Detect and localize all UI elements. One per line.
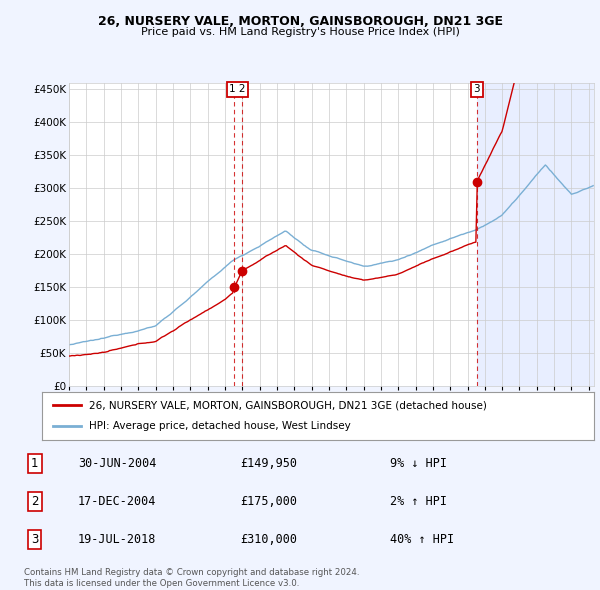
Text: Price paid vs. HM Land Registry's House Price Index (HPI): Price paid vs. HM Land Registry's House …: [140, 27, 460, 37]
Text: 30-JUN-2004: 30-JUN-2004: [78, 457, 157, 470]
Text: 17-DEC-2004: 17-DEC-2004: [78, 495, 157, 508]
Text: 3: 3: [31, 533, 38, 546]
Text: 3: 3: [473, 84, 480, 94]
Text: £149,950: £149,950: [240, 457, 297, 470]
Text: HPI: Average price, detached house, West Lindsey: HPI: Average price, detached house, West…: [89, 421, 350, 431]
Text: 19-JUL-2018: 19-JUL-2018: [78, 533, 157, 546]
Text: 26, NURSERY VALE, MORTON, GAINSBOROUGH, DN21 3GE: 26, NURSERY VALE, MORTON, GAINSBOROUGH, …: [97, 15, 503, 28]
Text: 1 2: 1 2: [229, 84, 246, 94]
Text: 1: 1: [31, 457, 38, 470]
Text: This data is licensed under the Open Government Licence v3.0.: This data is licensed under the Open Gov…: [24, 579, 299, 588]
Bar: [477, 83, 594, 386]
Text: Contains HM Land Registry data © Crown copyright and database right 2024.: Contains HM Land Registry data © Crown c…: [24, 568, 359, 576]
Text: 2% ↑ HPI: 2% ↑ HPI: [390, 495, 447, 508]
Text: 26, NURSERY VALE, MORTON, GAINSBOROUGH, DN21 3GE (detached house): 26, NURSERY VALE, MORTON, GAINSBOROUGH, …: [89, 400, 487, 410]
Text: 40% ↑ HPI: 40% ↑ HPI: [390, 533, 454, 546]
Text: 9% ↓ HPI: 9% ↓ HPI: [390, 457, 447, 470]
Text: £310,000: £310,000: [240, 533, 297, 546]
Text: 2: 2: [31, 495, 38, 508]
Text: £175,000: £175,000: [240, 495, 297, 508]
